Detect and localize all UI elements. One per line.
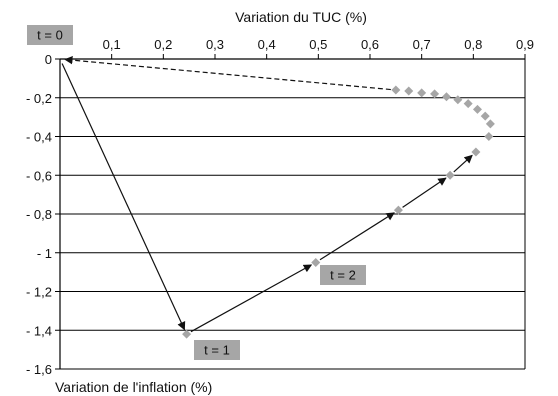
y-tick-label: - 0,4 <box>26 130 52 145</box>
data-point <box>480 111 490 121</box>
data-point <box>391 85 401 95</box>
annotations: t = 0 t = 1 t = 2 <box>27 25 366 360</box>
trajectory-arrows <box>61 55 473 333</box>
y-tick-label: - 1 <box>37 246 52 261</box>
arrow-t2-t3 <box>319 212 395 261</box>
x-tick-label: 0,9 <box>516 37 534 52</box>
x-tick-label: 0,1 <box>103 37 121 52</box>
x-tick-label: 0,7 <box>413 37 431 52</box>
y-tick-label: - 1,6 <box>26 362 52 377</box>
data-point <box>182 329 192 339</box>
data-point <box>430 89 440 99</box>
arrow-return-dashed <box>64 55 391 91</box>
data-point <box>417 88 427 98</box>
y-axis-title: Variation de l'inflation (%) <box>55 379 212 395</box>
arrow-t0-t1 <box>61 63 186 331</box>
annotation-label: t = 0 <box>37 28 63 43</box>
x-tick-label: 0,5 <box>309 37 327 52</box>
y-tick-label: 0 <box>45 52 52 67</box>
y-tick-label: - 0,8 <box>26 207 52 222</box>
x-tick-label: 0,3 <box>206 37 224 52</box>
data-point <box>311 257 321 267</box>
data-point <box>484 132 494 141</box>
tick-labels: 0 - 0,2 - 0,4 - 0,6 - 0,8 - 1 - 1,2 - 1,4 - 1,6 0… <box>26 37 534 377</box>
data-point <box>485 119 495 129</box>
annotation-box <box>320 265 366 285</box>
y-tick-label: - 0,6 <box>26 168 52 183</box>
arrow-t1-t2 <box>190 264 313 333</box>
x-tick-label: 0,8 <box>464 37 482 52</box>
annotation-box <box>27 25 73 45</box>
annotation-box <box>194 340 240 360</box>
data-point <box>404 86 414 96</box>
data-point <box>472 104 482 114</box>
y-tick-label: - 1,2 <box>26 285 52 300</box>
x-tick-label: 0,4 <box>258 37 276 52</box>
gridlines <box>60 97 525 370</box>
y-tick-label: - 0,2 <box>26 91 52 106</box>
arrow-t3-t4 <box>402 177 447 208</box>
x-tick-label: 0,6 <box>361 37 379 52</box>
data-point <box>393 205 403 215</box>
x-tick-label: 0,2 <box>154 37 172 52</box>
data-point <box>453 95 463 105</box>
annotation-label: t = 2 <box>330 268 356 283</box>
axes <box>55 54 526 370</box>
annotation-label: t = 1 <box>204 343 230 358</box>
data-points <box>182 85 495 339</box>
data-point <box>463 99 473 109</box>
data-point <box>441 92 451 102</box>
data-point <box>471 147 481 157</box>
data-point <box>445 170 455 180</box>
arrow-t4-t5 <box>453 154 473 173</box>
y-tick-label: - 1,4 <box>26 323 52 338</box>
x-axis-title: Variation du TUC (%) <box>235 9 367 25</box>
